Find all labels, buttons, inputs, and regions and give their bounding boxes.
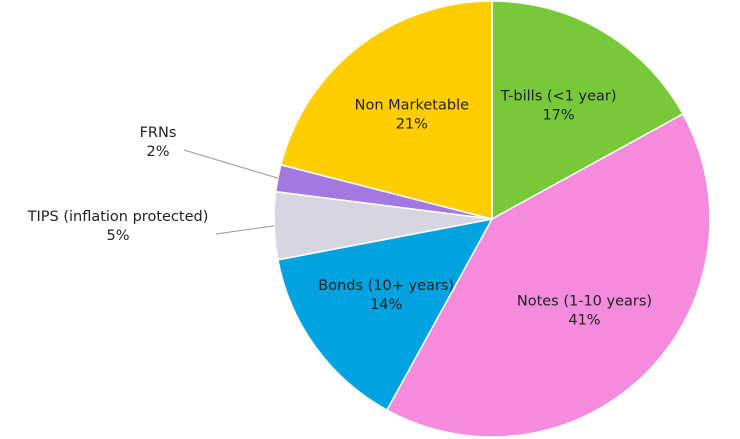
slice-value: 41% xyxy=(568,312,600,328)
slice-value: 21% xyxy=(396,117,428,133)
slice-value: 2% xyxy=(146,144,169,160)
slice-value: 14% xyxy=(370,297,402,313)
slice-label: TIPS (inflation protected) 5% xyxy=(27,209,209,244)
slice-label: Non Marketable 21% xyxy=(355,98,469,133)
leader-line xyxy=(215,225,275,235)
slice-label: T-bills (<1 year) 17% xyxy=(500,88,617,123)
slice-name: Non Marketable xyxy=(355,98,469,114)
pie-slice xyxy=(385,112,711,438)
slice-name: Notes (1-10 years) xyxy=(517,293,652,309)
slice-name: T-bills (<1 year) xyxy=(500,88,617,104)
slice-label: Notes (1-10 years) 41% xyxy=(517,293,652,328)
slice-value: 17% xyxy=(542,107,574,123)
pie-slice xyxy=(276,217,494,412)
slice-name: TIPS (inflation protected) xyxy=(27,209,209,225)
slice-label: FRNs 2% xyxy=(140,125,177,160)
pie-slice xyxy=(491,0,685,221)
slice-name: FRNs xyxy=(140,125,177,141)
slice-name: Bonds (10+ years) xyxy=(318,278,454,294)
slice-value: 5% xyxy=(106,228,129,244)
leader-line xyxy=(183,149,279,179)
pie-slice xyxy=(279,0,493,220)
slice-label: Bonds (10+ years) 14% xyxy=(318,278,454,313)
